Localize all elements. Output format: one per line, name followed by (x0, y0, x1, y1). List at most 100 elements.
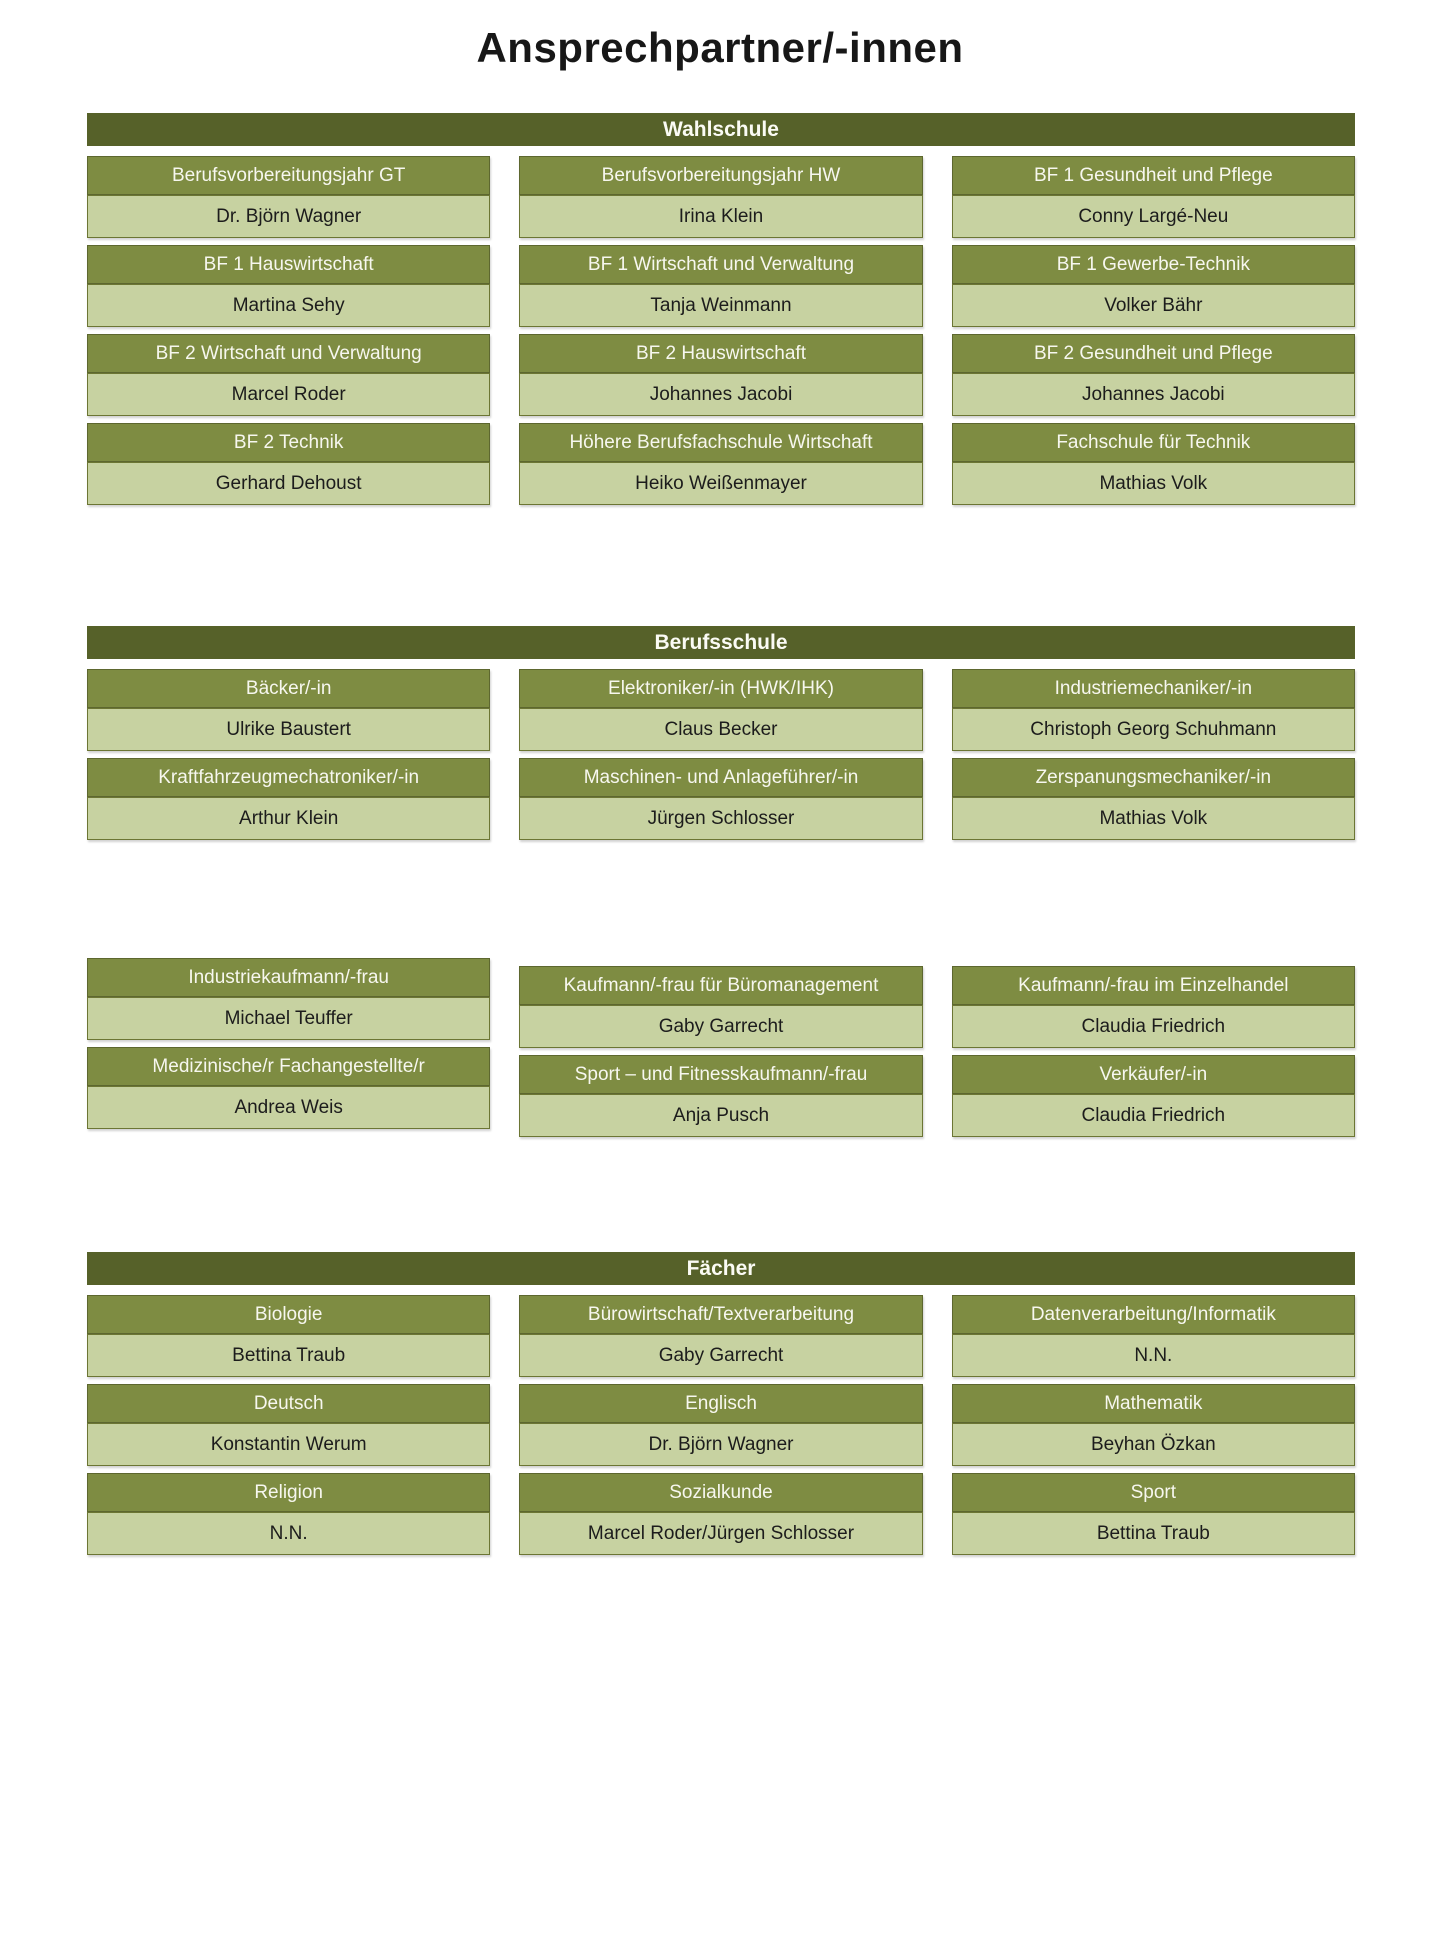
card-person-name: Dr. Björn Wagner (519, 1423, 923, 1466)
card-person-name: Volker Bähr (951, 284, 1355, 327)
card-role-header: Sport – und Fitnesskaufmann/-frau (519, 1055, 923, 1094)
card-person-name: Jürgen Schlosser (519, 797, 923, 840)
section: Wahlschule Berufsvorbereitungsjahr GT Dr… (87, 113, 1355, 512)
contact-card: BF 2 Technik Gerhard Dehoust (87, 423, 491, 505)
card-column: Bürowirtschaft/Textverarbeitung Gaby Gar… (519, 1295, 923, 1562)
contact-card: Mathematik Beyhan Özkan (951, 1384, 1355, 1466)
card-role-header: Englisch (519, 1384, 923, 1423)
contact-card: Industriemechaniker/-in Christoph Georg … (951, 669, 1355, 751)
section-columns: Biologie Bettina Traub Deutsch Konstanti… (87, 1295, 1355, 1562)
card-column: Industriekaufmann/-frau Michael Teuffer … (87, 958, 491, 1136)
contact-card: Kraftfahrzeugmechatroniker/-in Arthur Kl… (87, 758, 491, 840)
card-column: Elektroniker/-in (HWK/IHK) Claus Becker … (519, 669, 923, 847)
card-column: Berufsvorbereitungsjahr HW Irina Klein B… (519, 156, 923, 512)
contact-card: BF 1 Gewerbe-Technik Volker Bähr (951, 245, 1355, 327)
contact-card: Englisch Dr. Björn Wagner (519, 1384, 923, 1466)
card-role-header: Fachschule für Technik (951, 423, 1355, 462)
card-role-header: BF 1 Gesundheit und Pflege (951, 156, 1355, 195)
card-role-header: Kraftfahrzeugmechatroniker/-in (87, 758, 491, 797)
contact-card: BF 1 Hauswirtschaft Martina Sehy (87, 245, 491, 327)
card-person-name: Conny Largé-Neu (951, 195, 1355, 238)
contact-card: Datenverarbeitung/Informatik N.N. (951, 1295, 1355, 1377)
contact-card: Sport Bettina Traub (951, 1473, 1355, 1555)
card-role-header: Sport (951, 1473, 1355, 1512)
contact-card: BF 2 Gesundheit und Pflege Johannes Jaco… (951, 334, 1355, 416)
card-person-name: Irina Klein (519, 195, 923, 238)
contact-card: Deutsch Konstantin Werum (87, 1384, 491, 1466)
section-columns: Berufsvorbereitungsjahr GT Dr. Björn Wag… (87, 156, 1355, 512)
card-role-header: BF 2 Gesundheit und Pflege (951, 334, 1355, 373)
contact-card: Kaufmann/-frau für Büromanagement Gaby G… (519, 966, 923, 1048)
card-role-header: BF 1 Wirtschaft und Verwaltung (519, 245, 923, 284)
contact-card: BF 2 Hauswirtschaft Johannes Jacobi (519, 334, 923, 416)
contact-card: Verkäufer/-in Claudia Friedrich (951, 1055, 1355, 1137)
card-role-header: Höhere Berufsfachschule Wirtschaft (519, 423, 923, 462)
card-person-name: Mathias Volk (951, 797, 1355, 840)
card-person-name: Andrea Weis (87, 1086, 491, 1129)
contact-card: BF 1 Wirtschaft und Verwaltung Tanja Wei… (519, 245, 923, 327)
section: Berufsschule Bäcker/-in Ulrike Baustert … (87, 626, 1355, 847)
card-person-name: Dr. Björn Wagner (87, 195, 491, 238)
card-person-name: Bettina Traub (951, 1512, 1355, 1555)
card-column: BF 1 Gesundheit und Pflege Conny Largé-N… (951, 156, 1355, 512)
card-column: Kaufmann/-frau im Einzelhandel Claudia F… (951, 966, 1355, 1144)
card-person-name: Christoph Georg Schuhmann (951, 708, 1355, 751)
card-person-name: N.N. (87, 1512, 491, 1555)
card-person-name: Claudia Friedrich (951, 1094, 1355, 1137)
card-person-name: Michael Teuffer (87, 997, 491, 1040)
card-person-name: Anja Pusch (519, 1094, 923, 1137)
card-person-name: Beyhan Özkan (951, 1423, 1355, 1466)
card-column: Bäcker/-in Ulrike Baustert Kraftfahrzeug… (87, 669, 491, 847)
card-column: Industriemechaniker/-in Christoph Georg … (951, 669, 1355, 847)
card-role-header: Industriekaufmann/-frau (87, 958, 491, 997)
card-role-header: Berufsvorbereitungsjahr GT (87, 156, 491, 195)
contact-card: Berufsvorbereitungsjahr HW Irina Klein (519, 156, 923, 238)
card-column: Datenverarbeitung/Informatik N.N. Mathem… (951, 1295, 1355, 1562)
section-columns: Bäcker/-in Ulrike Baustert Kraftfahrzeug… (87, 669, 1355, 847)
card-role-header: Datenverarbeitung/Informatik (951, 1295, 1355, 1334)
contact-card: Industriekaufmann/-frau Michael Teuffer (87, 958, 491, 1040)
contact-card: Biologie Bettina Traub (87, 1295, 491, 1377)
card-person-name: Claus Becker (519, 708, 923, 751)
contact-card: Medizinische/r Fachangestellte/r Andrea … (87, 1047, 491, 1129)
contact-card: Sozialkunde Marcel Roder/Jürgen Schlosse… (519, 1473, 923, 1555)
contact-card: Bäcker/-in Ulrike Baustert (87, 669, 491, 751)
card-role-header: BF 1 Gewerbe-Technik (951, 245, 1355, 284)
contact-card: Maschinen- und Anlageführer/-in Jürgen S… (519, 758, 923, 840)
card-role-header: BF 2 Wirtschaft und Verwaltung (87, 334, 491, 373)
card-person-name: Claudia Friedrich (951, 1005, 1355, 1048)
section-header-bar: Wahlschule (87, 113, 1355, 146)
card-person-name: Mathias Volk (951, 462, 1355, 505)
card-role-header: Bäcker/-in (87, 669, 491, 708)
card-role-header: Biologie (87, 1295, 491, 1334)
card-role-header: BF 2 Hauswirtschaft (519, 334, 923, 373)
card-role-header: Religion (87, 1473, 491, 1512)
card-person-name: Marcel Roder/Jürgen Schlosser (519, 1512, 923, 1555)
card-role-header: Industriemechaniker/-in (951, 669, 1355, 708)
card-person-name: Gaby Garrecht (519, 1334, 923, 1377)
card-column: Kaufmann/-frau für Büromanagement Gaby G… (519, 966, 923, 1144)
contact-card: Bürowirtschaft/Textverarbeitung Gaby Gar… (519, 1295, 923, 1377)
card-role-header: Sozialkunde (519, 1473, 923, 1512)
card-role-header: Kaufmann/-frau für Büromanagement (519, 966, 923, 1005)
section-header-bar: Fächer (87, 1252, 1355, 1285)
card-person-name: Tanja Weinmann (519, 284, 923, 327)
card-person-name: Marcel Roder (87, 373, 491, 416)
section: Fächer Biologie Bettina Traub Deutsch Ko… (87, 1252, 1355, 1562)
card-column: Berufsvorbereitungsjahr GT Dr. Björn Wag… (87, 156, 491, 512)
contact-card: BF 2 Wirtschaft und Verwaltung Marcel Ro… (87, 334, 491, 416)
section-header-bar: Berufsschule (87, 626, 1355, 659)
contact-card: Zerspanungsmechaniker/-in Mathias Volk (951, 758, 1355, 840)
card-person-name: Gerhard Dehoust (87, 462, 491, 505)
card-person-name: Johannes Jacobi (519, 373, 923, 416)
section-columns: Industriekaufmann/-frau Michael Teuffer … (87, 958, 1355, 1144)
contact-card: Berufsvorbereitungsjahr GT Dr. Björn Wag… (87, 156, 491, 238)
card-role-header: Berufsvorbereitungsjahr HW (519, 156, 923, 195)
contact-card: Kaufmann/-frau im Einzelhandel Claudia F… (951, 966, 1355, 1048)
card-person-name: Ulrike Baustert (87, 708, 491, 751)
card-role-header: BF 2 Technik (87, 423, 491, 462)
card-person-name: Gaby Garrecht (519, 1005, 923, 1048)
card-column: Biologie Bettina Traub Deutsch Konstanti… (87, 1295, 491, 1562)
contact-card: BF 1 Gesundheit und Pflege Conny Largé-N… (951, 156, 1355, 238)
card-role-header: Maschinen- und Anlageführer/-in (519, 758, 923, 797)
